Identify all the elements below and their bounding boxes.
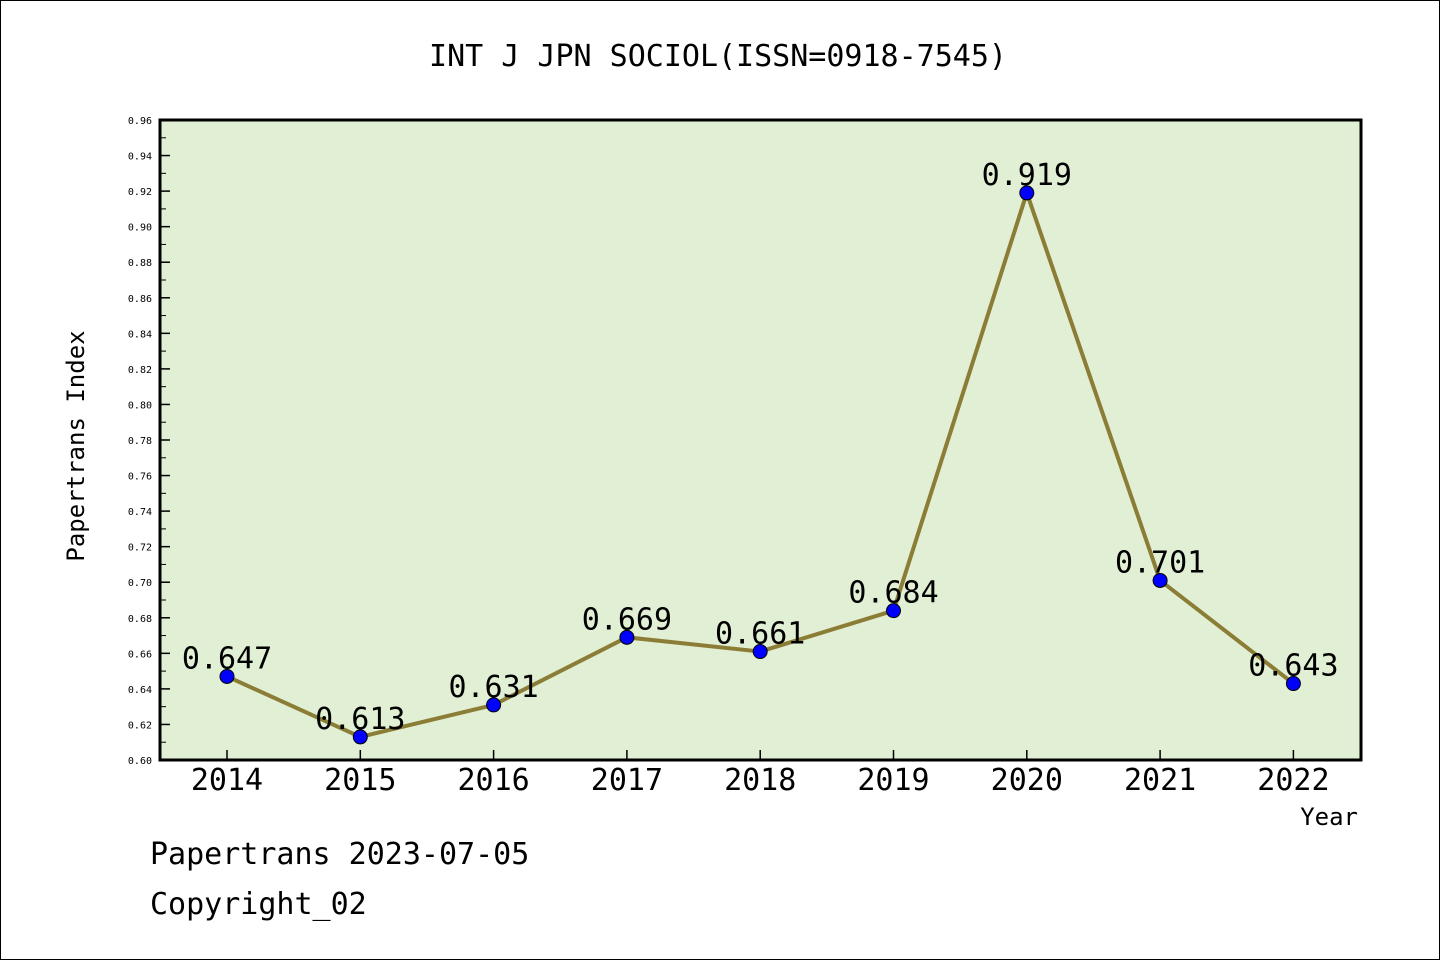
y-tick-label: 0.80 (128, 400, 152, 411)
y-axis-label: Papertrans Index (62, 330, 90, 561)
y-tick-label: 0.92 (128, 187, 152, 198)
y-tick-label: 0.76 (128, 472, 152, 483)
data-labels-group: 0.647 0.613 0.631 0.669 0.661 0.684 0.919 0.701… (182, 158, 1339, 737)
x-tick-label: 2018 (724, 763, 796, 798)
data-label: 0.613 (315, 702, 405, 737)
chart-title: INT J JPN SOCIOL(ISSN=0918-7545) (429, 39, 1007, 74)
data-point (1285, 676, 1301, 692)
y-tick-label: 0.94 (128, 152, 152, 163)
data-label: 0.661 (715, 617, 805, 652)
data-label: 0.669 (582, 602, 672, 637)
y-tick-label: 0.70 (128, 578, 152, 589)
data-label: 0.647 (182, 641, 272, 676)
data-point (352, 729, 368, 745)
data-label: 0.919 (982, 158, 1072, 193)
y-tick-label: 0.62 (128, 720, 152, 731)
y-tick-label: 0.64 (128, 685, 152, 696)
x-tick-label: 2020 (991, 763, 1063, 798)
y-tick-label: 0.72 (128, 543, 152, 554)
data-label: 0.643 (1248, 649, 1338, 684)
y-tick-label: 0.88 (128, 258, 152, 269)
y-tick-label: 0.60 (128, 756, 152, 767)
y-tick-label: 0.86 (128, 294, 152, 305)
y-tick-label: 0.90 (128, 223, 152, 234)
data-point (219, 668, 235, 684)
y-tick-label: 0.68 (128, 614, 152, 625)
x-tick-label: 2015 (324, 763, 396, 798)
y-tick-label: 0.66 (128, 649, 152, 660)
y-axis: 0.60 0.62 0.64 0.66 0.68 0.70 0.72 0.74 0.76 0.78… (128, 116, 170, 767)
plot-area (158, 118, 1363, 762)
x-axis-label: Year (1300, 803, 1358, 831)
data-point (752, 644, 768, 660)
data-point (486, 697, 502, 713)
data-point (886, 603, 901, 619)
y-tick-label: 0.74 (128, 507, 152, 518)
data-point (1152, 572, 1168, 588)
footer-copyright: Copyright_02 (150, 887, 367, 922)
data-label: 0.684 (848, 576, 938, 611)
x-tick-label: 2016 (457, 763, 529, 798)
x-tick-label: 2019 (857, 763, 929, 798)
x-tick-label: 2022 (1257, 763, 1329, 798)
x-tick-label: 2017 (591, 763, 663, 798)
data-point (1019, 185, 1035, 201)
footer-date: Papertrans 2023-07-05 (150, 837, 529, 872)
x-tick-label: 2014 (191, 763, 263, 798)
x-axis: 2014 2015 2016 2017 2018 2019 2020 2021 2022 (191, 750, 1330, 798)
y-tick-label: 0.82 (128, 365, 152, 376)
data-label: 0.701 (1115, 545, 1205, 580)
data-point (619, 629, 635, 645)
data-label: 0.631 (448, 670, 538, 705)
y-tick-label: 0.96 (128, 116, 152, 127)
x-tick-label: 2021 (1124, 763, 1196, 798)
y-tick-label: 0.78 (128, 436, 152, 447)
markers-group (219, 185, 1301, 745)
y-tick-label: 0.84 (128, 329, 152, 340)
